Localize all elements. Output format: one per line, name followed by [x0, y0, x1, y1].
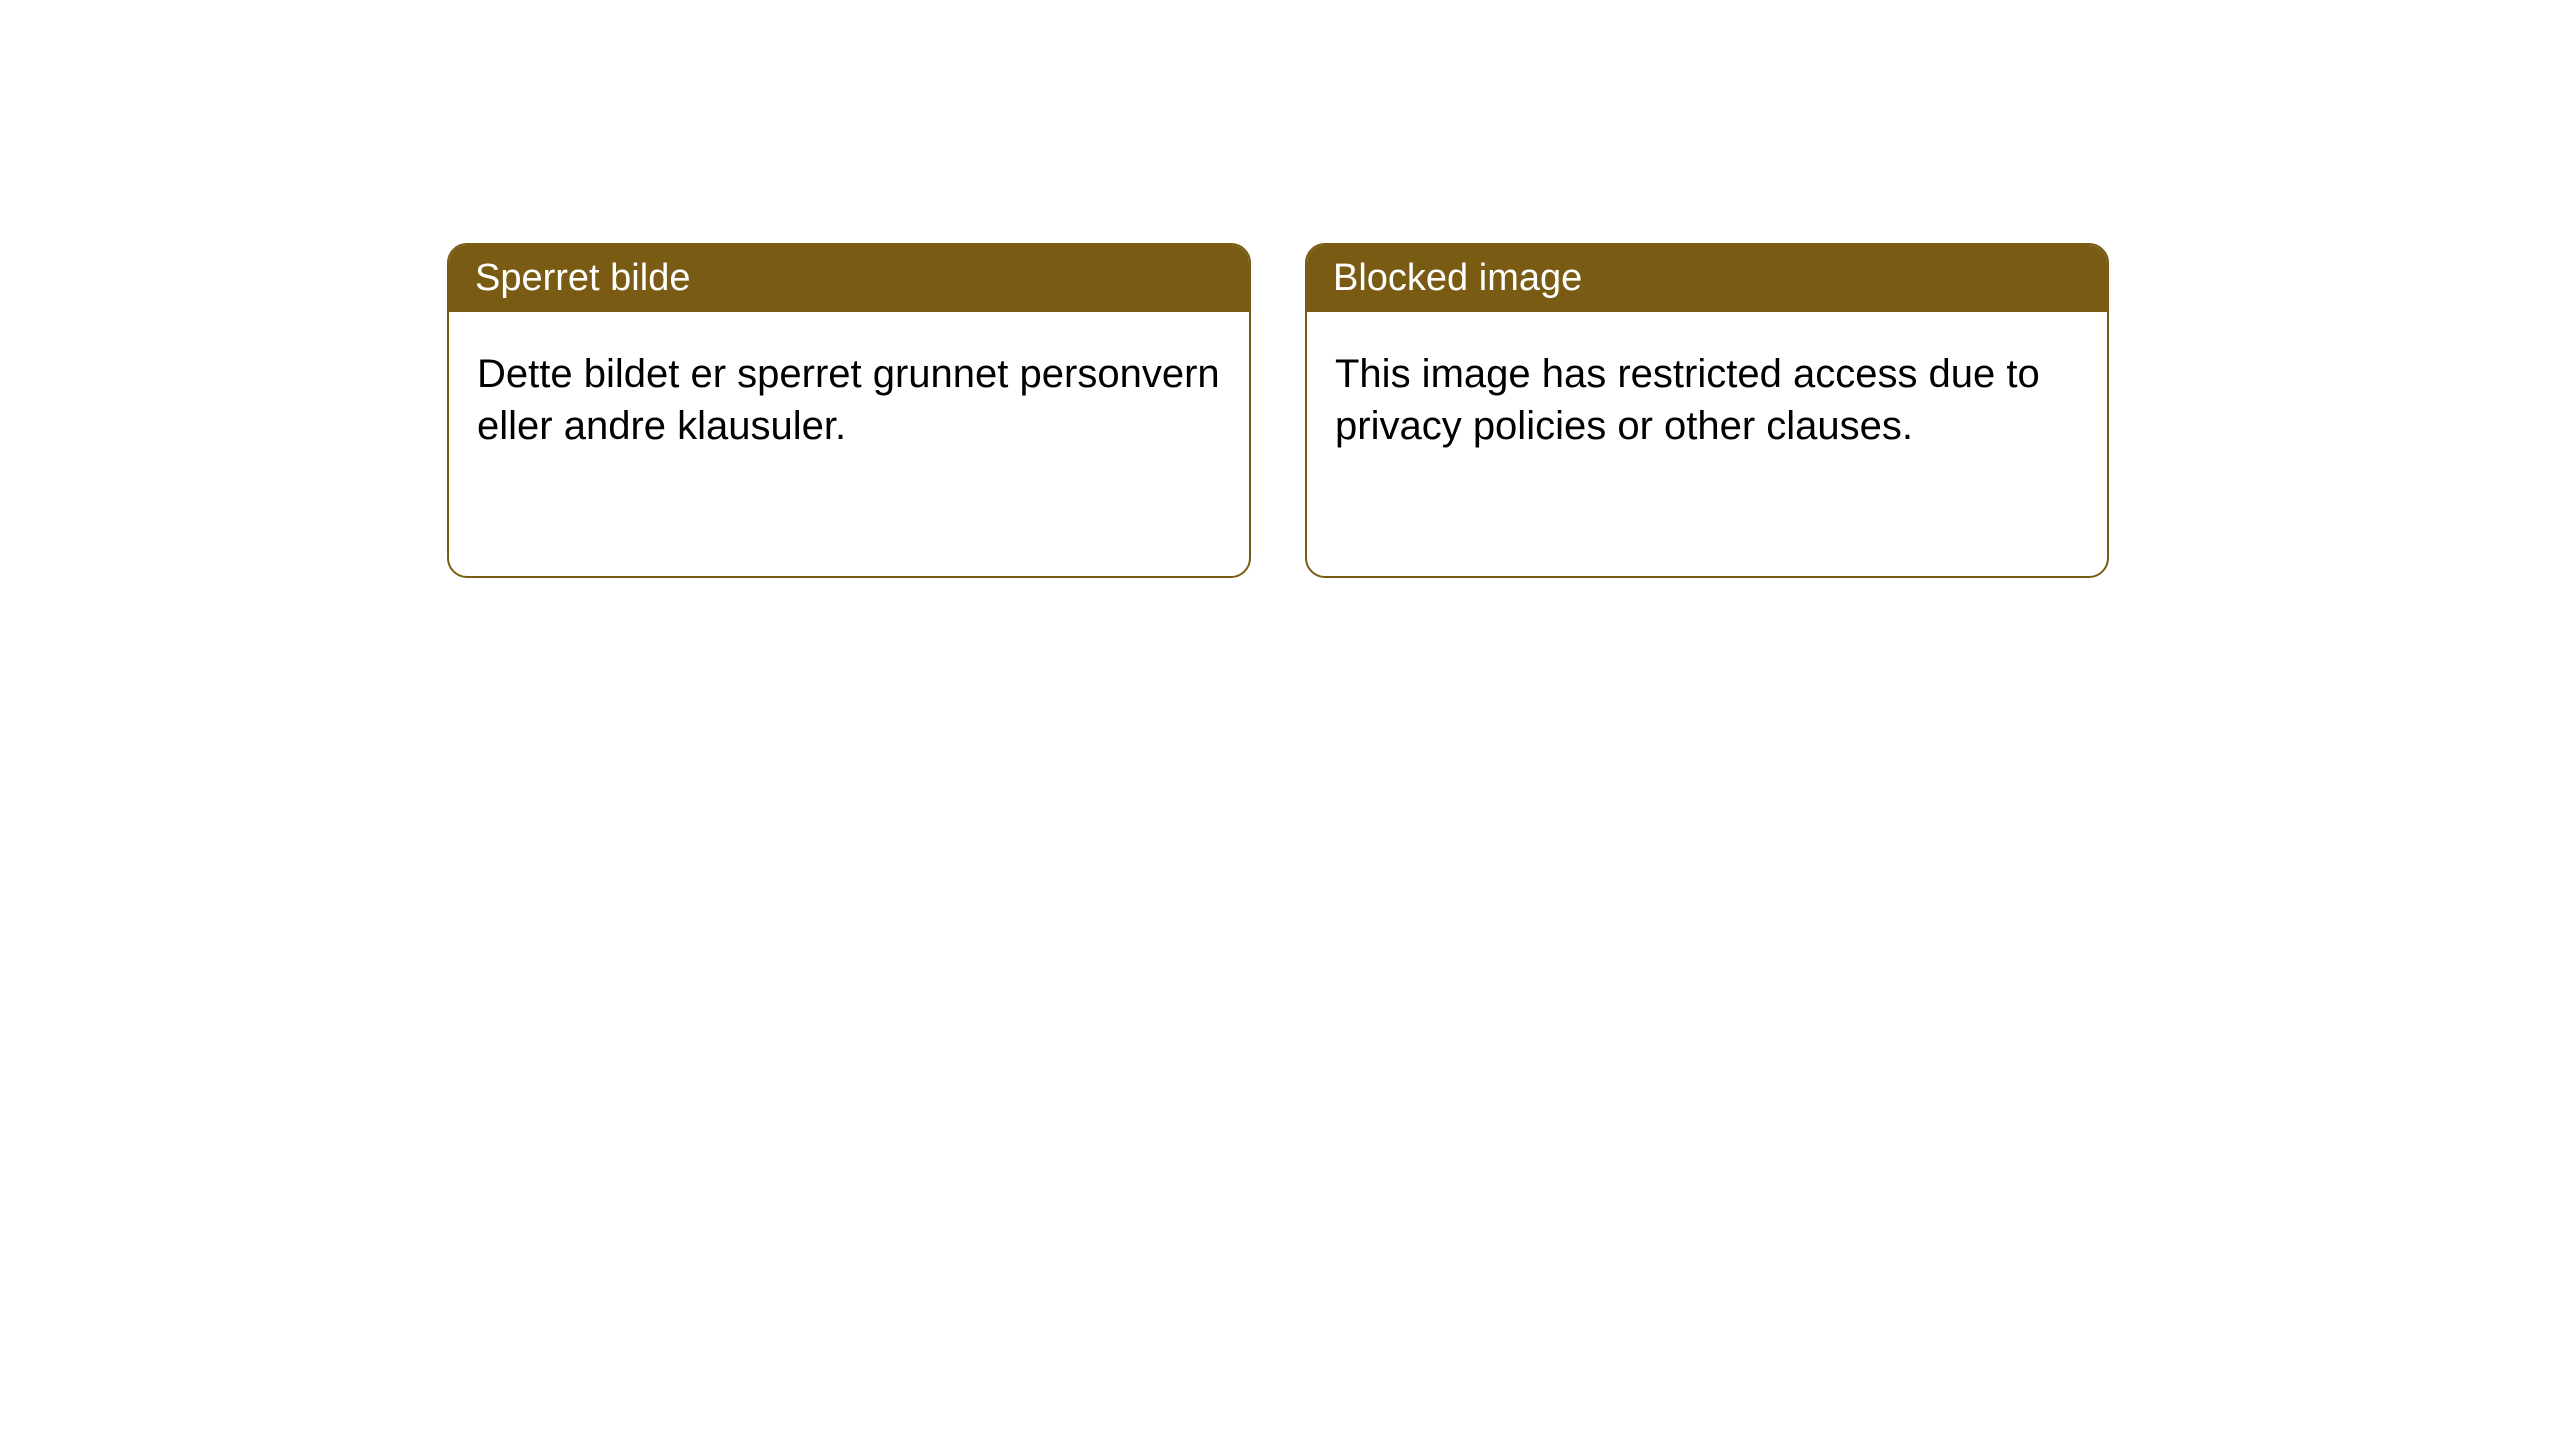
notice-card-english: Blocked image This image has restricted … [1305, 243, 2109, 578]
notice-text: Dette bildet er sperret grunnet personve… [477, 352, 1220, 448]
notice-body: This image has restricted access due to … [1307, 312, 2107, 488]
notice-container: Sperret bilde Dette bildet er sperret gr… [0, 0, 2560, 578]
notice-header: Blocked image [1307, 245, 2107, 312]
notice-title: Blocked image [1333, 257, 1582, 299]
notice-title: Sperret bilde [475, 257, 690, 299]
notice-body: Dette bildet er sperret grunnet personve… [449, 312, 1249, 488]
notice-text: This image has restricted access due to … [1335, 352, 2040, 448]
notice-header: Sperret bilde [449, 245, 1249, 312]
notice-card-norwegian: Sperret bilde Dette bildet er sperret gr… [447, 243, 1251, 578]
